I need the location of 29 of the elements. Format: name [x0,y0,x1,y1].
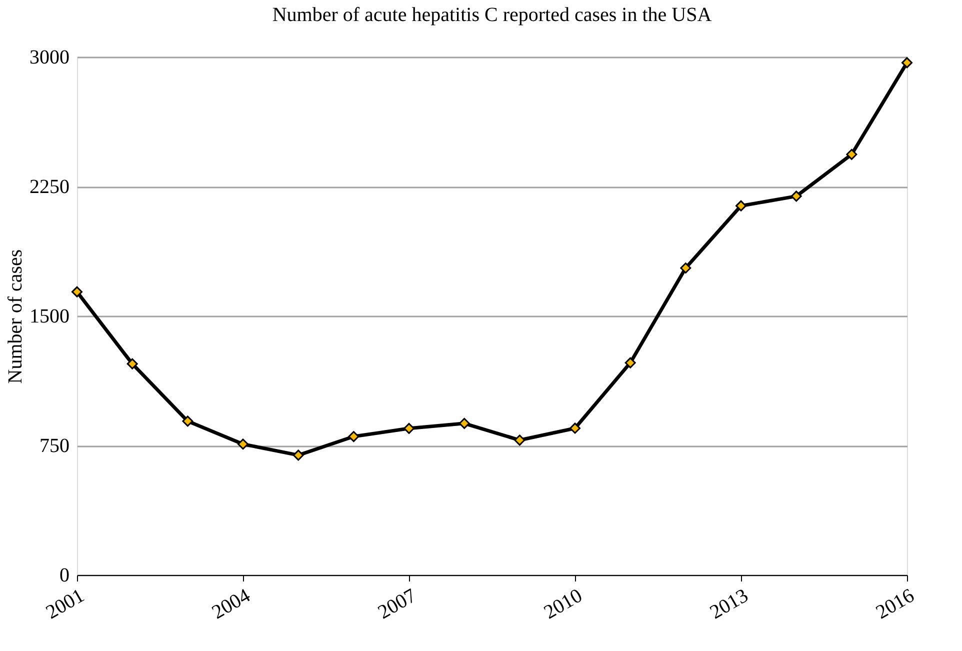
point [514,434,526,446]
y-tick-label: 750 [40,435,70,457]
x-tick-label: 2007 [374,584,420,624]
point [624,357,636,368]
point [72,286,82,298]
point [292,450,304,461]
point [736,200,746,212]
y-tick-label: 2250 [30,176,70,198]
point [570,422,580,434]
point [348,431,360,442]
x-tick-label: 2010 [540,584,586,624]
point [126,358,138,370]
point [458,418,470,429]
point [680,262,692,274]
chart-title: Number of acute hepatitis C reported cases in the USA [272,4,712,26]
point [902,57,912,68]
x-tick-label: 2016 [872,584,918,624]
point [846,148,858,160]
x-tick-label: 2004 [208,584,254,624]
x-tick-label: 2001 [42,584,88,624]
x-tick-label: 2013 [706,584,752,624]
y-tick-label: 0 [60,564,70,586]
y-tick-label: 1500 [30,306,70,328]
y-axis-title: Number of cases [4,249,26,384]
y-tick-label: 3000 [30,46,70,68]
point [182,416,194,427]
point [404,422,414,434]
point [238,438,248,450]
point [790,190,802,202]
